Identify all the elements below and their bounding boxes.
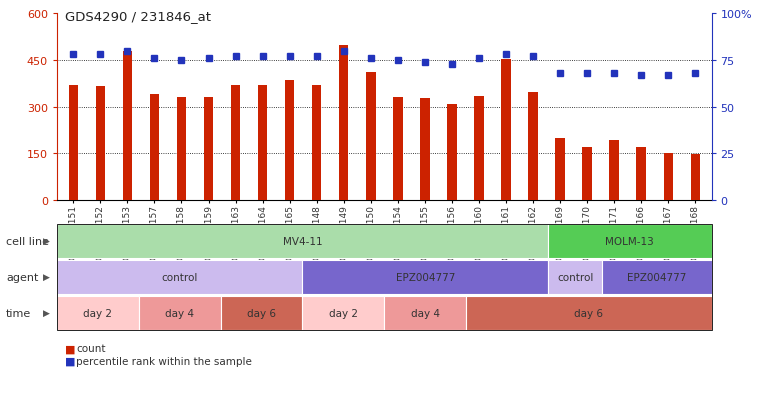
Bar bbox=[231, 86, 240, 200]
Bar bbox=[150, 95, 159, 200]
Text: time: time bbox=[6, 308, 31, 318]
Text: control: control bbox=[557, 272, 594, 282]
Bar bbox=[177, 98, 186, 200]
Text: day 4: day 4 bbox=[165, 308, 194, 318]
Text: EPZ004777: EPZ004777 bbox=[627, 272, 686, 282]
Text: percentile rank within the sample: percentile rank within the sample bbox=[76, 356, 252, 366]
Text: MV4-11: MV4-11 bbox=[282, 236, 323, 246]
Bar bbox=[636, 148, 646, 200]
Text: ▶: ▶ bbox=[43, 273, 49, 282]
Bar bbox=[501, 59, 511, 200]
Bar bbox=[582, 148, 592, 200]
Bar bbox=[420, 99, 430, 200]
Text: control: control bbox=[161, 272, 198, 282]
Text: count: count bbox=[76, 344, 106, 354]
Text: day 2: day 2 bbox=[84, 308, 113, 318]
Text: GDS4290 / 231846_at: GDS4290 / 231846_at bbox=[65, 10, 211, 23]
Bar bbox=[366, 73, 375, 200]
Text: ▶: ▶ bbox=[43, 309, 49, 318]
Bar bbox=[285, 81, 295, 200]
Bar bbox=[528, 93, 538, 200]
Bar bbox=[258, 86, 267, 200]
Text: cell line: cell line bbox=[6, 236, 49, 246]
Text: day 4: day 4 bbox=[411, 308, 440, 318]
Bar bbox=[312, 86, 321, 200]
Text: ■: ■ bbox=[65, 344, 75, 354]
Text: MOLM-13: MOLM-13 bbox=[605, 236, 654, 246]
Bar bbox=[339, 45, 349, 200]
Text: EPZ004777: EPZ004777 bbox=[396, 272, 455, 282]
Bar bbox=[393, 98, 403, 200]
Bar bbox=[68, 86, 78, 200]
Text: day 2: day 2 bbox=[329, 308, 358, 318]
Text: ▶: ▶ bbox=[43, 237, 49, 246]
Bar bbox=[690, 154, 700, 200]
Text: day 6: day 6 bbox=[247, 308, 276, 318]
Bar bbox=[664, 153, 673, 200]
Bar bbox=[556, 139, 565, 200]
Bar bbox=[610, 141, 619, 200]
Bar bbox=[447, 104, 457, 200]
Bar bbox=[204, 98, 213, 200]
Text: day 6: day 6 bbox=[575, 308, 603, 318]
Text: ■: ■ bbox=[65, 356, 75, 366]
Bar bbox=[474, 97, 484, 200]
Bar bbox=[96, 86, 105, 200]
Text: agent: agent bbox=[6, 272, 39, 282]
Bar bbox=[123, 52, 132, 200]
